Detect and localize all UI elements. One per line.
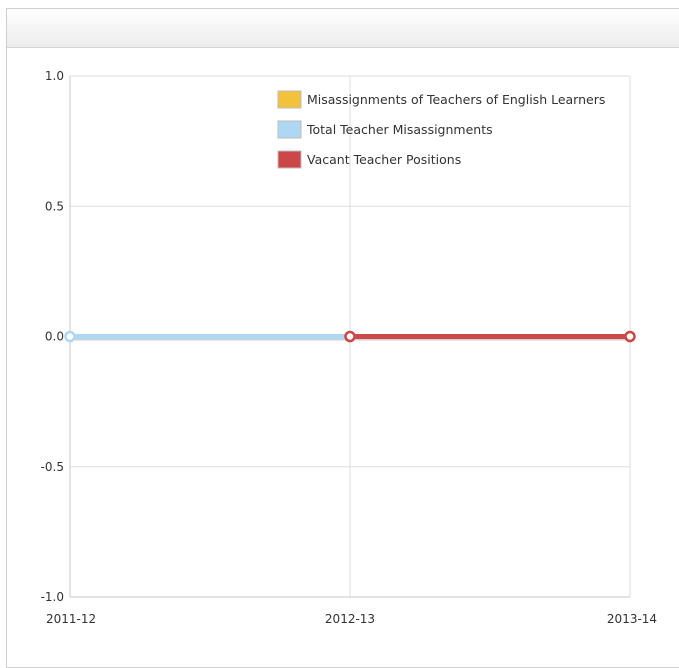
x-tick-label: 2011-12 [46, 612, 96, 626]
legend-item[interactable]: Misassignments of Teachers of English Le… [277, 90, 605, 109]
x-tick-label: 2012-13 [325, 612, 375, 626]
legend-swatch [277, 150, 302, 169]
y-tick-labels: 1.0 0.5 0.0 -0.5 -1.0 [41, 69, 64, 604]
x-tick-labels: 2011-12 2012-13 2013-14 [46, 612, 657, 626]
line-chart: 1.00.50.0-0.5-1.0 2011-12 2012-13 2013-14 … [41, 69, 657, 626]
series-3-point[interactable] [344, 330, 356, 343]
legend-item[interactable]: Total Teacher Misassignments [277, 120, 493, 139]
series-3-point[interactable] [624, 330, 636, 343]
legend-item[interactable]: Vacant Teacher Positions [277, 150, 461, 169]
series-2-point[interactable] [64, 330, 76, 343]
y-tick-label: -1.0 [41, 590, 64, 604]
legend-label: Misassignments of Teachers of English Le… [307, 92, 605, 107]
y-tick-label: 0.5 [45, 199, 64, 213]
x-tick-label: 2013-14 [607, 612, 657, 626]
legend-swatch [277, 90, 302, 109]
series-lines [67, 334, 633, 341]
legend-label: Vacant Teacher Positions [307, 152, 461, 167]
y-tick-label: 0.0 [45, 330, 64, 344]
y-tick-label: -0.5 [41, 460, 64, 474]
legend: Misassignments of Teachers of English Le… [277, 90, 605, 169]
panel-header [7, 9, 679, 48]
legend-label: Total Teacher Misassignments [306, 122, 493, 137]
y-tick-label: 1.0 [45, 69, 64, 83]
legend-swatch [277, 120, 302, 139]
series-points [64, 330, 636, 343]
